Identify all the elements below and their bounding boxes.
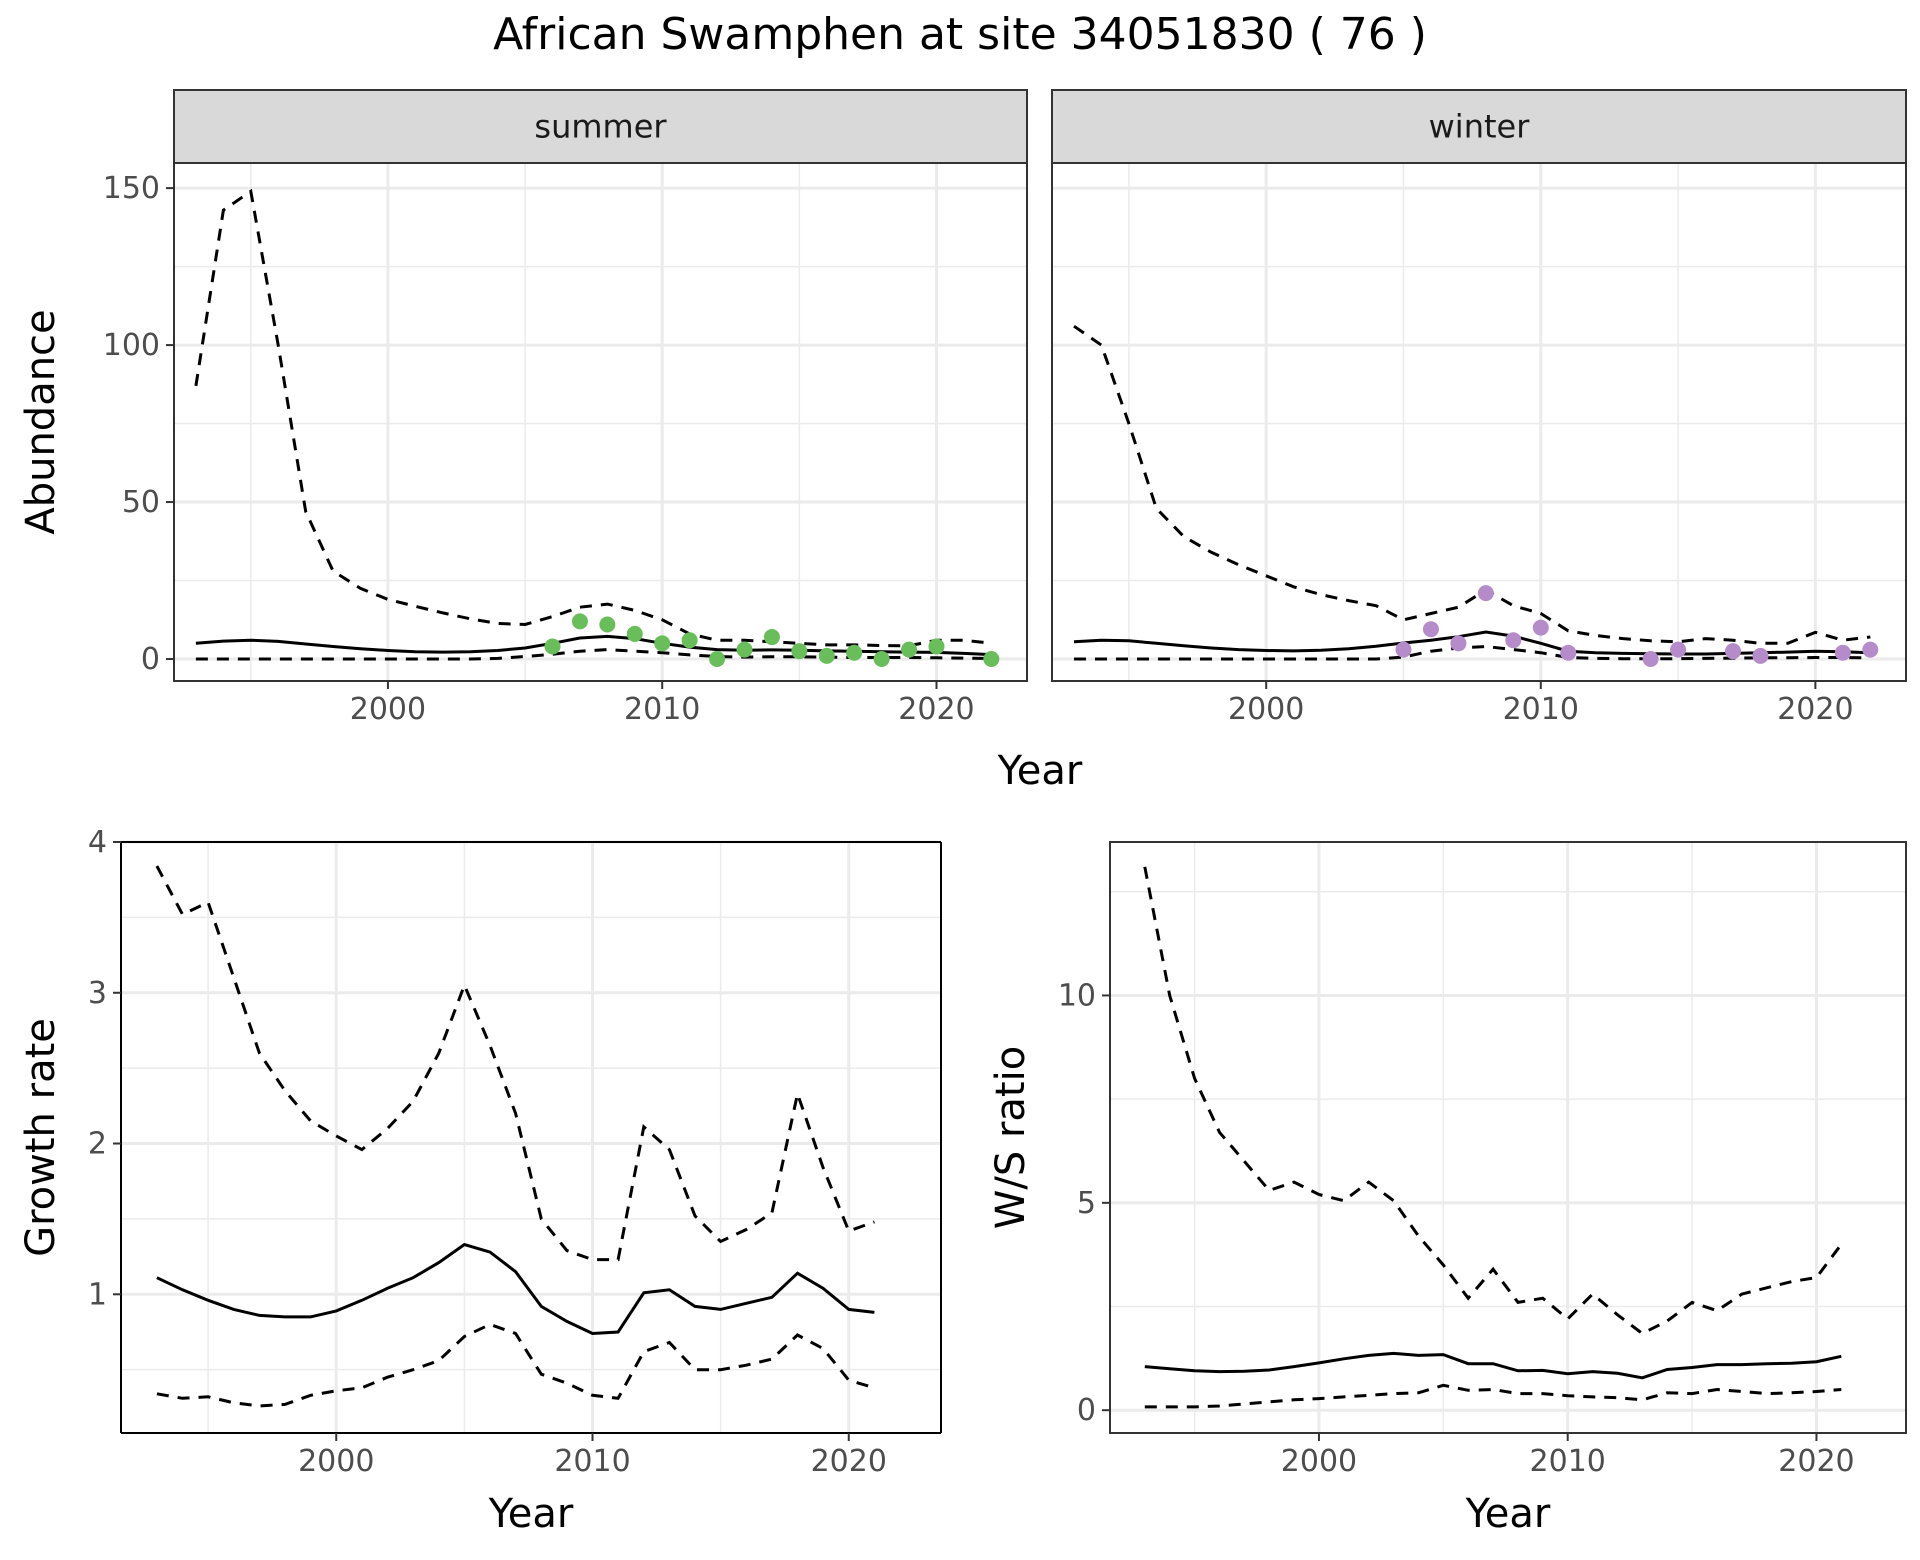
x-tick-label: 2020 xyxy=(1777,692,1853,727)
observed-point xyxy=(901,641,918,658)
observed-point xyxy=(1532,619,1549,636)
estimate-line xyxy=(1144,1351,1842,1380)
facet-strip-label: winter xyxy=(1429,108,1531,146)
observed-point xyxy=(1477,585,1494,602)
observed-point xyxy=(1862,641,1879,658)
observed-point xyxy=(571,613,588,630)
x-tick-label: 2010 xyxy=(624,692,700,727)
observed-point xyxy=(928,638,945,655)
observed-point xyxy=(1395,641,1412,658)
facet-strip xyxy=(1051,89,1907,164)
x-tick-label: 2010 xyxy=(554,1444,630,1479)
panel-border xyxy=(1051,162,1907,682)
observed-point xyxy=(709,651,726,668)
observed-point xyxy=(544,638,561,655)
observed-point xyxy=(1642,651,1659,668)
y-tick-label: 0 xyxy=(1077,1393,1096,1428)
panel-border xyxy=(1109,841,1907,1434)
panel-border xyxy=(173,162,1028,682)
observed-point xyxy=(1560,644,1577,661)
observed-point xyxy=(1422,621,1439,638)
upper-ci-line xyxy=(155,865,875,1262)
y-tick-label: 4 xyxy=(88,825,107,860)
observed-point xyxy=(626,625,643,642)
x-tick-label: 2000 xyxy=(1281,1444,1357,1479)
lower-ci-line xyxy=(195,648,992,661)
x-tick-label: 2020 xyxy=(898,692,974,727)
y-tick-label: 5 xyxy=(1077,1186,1096,1221)
observed-point xyxy=(873,651,890,668)
y-tick-label: 150 xyxy=(103,171,160,206)
x-axis-title: Year xyxy=(488,1491,574,1537)
upper-ci-line xyxy=(194,188,992,648)
y-tick-label: 1 xyxy=(88,1277,107,1312)
facet-strip xyxy=(173,89,1028,164)
observed-point xyxy=(1752,647,1769,664)
x-tick-label: 2000 xyxy=(1228,692,1304,727)
observed-point xyxy=(1670,641,1687,658)
observed-point xyxy=(1450,635,1467,652)
upper-ci-line xyxy=(1073,324,1871,645)
observed-point xyxy=(1505,632,1522,649)
x-tick-label: 2010 xyxy=(1530,1444,1606,1479)
observed-point xyxy=(654,635,671,652)
lower-ci-line xyxy=(1144,1383,1842,1409)
x-tick-label: 2000 xyxy=(298,1444,374,1479)
x-tick-label: 2020 xyxy=(811,1444,887,1479)
chart-title: African Swamphen at site 34051830 ( 76 ) xyxy=(493,9,1427,60)
y-tick-label: 2 xyxy=(88,1127,107,1162)
observed-point xyxy=(1725,643,1742,660)
observed-point xyxy=(846,644,863,661)
facet-strip-label: summer xyxy=(534,108,667,146)
y-tick-label: 10 xyxy=(1058,978,1096,1013)
x-tick-label: 2010 xyxy=(1503,692,1579,727)
y-axis-title: Growth rate xyxy=(18,1018,64,1257)
y-axis-title: W/S ratio xyxy=(988,1046,1034,1229)
lower-ci-line xyxy=(1074,644,1871,661)
observed-point xyxy=(736,641,753,658)
observed-point xyxy=(763,629,780,646)
y-tick-label: 0 xyxy=(141,642,160,677)
lower-ci-line xyxy=(156,1322,875,1408)
observed-point xyxy=(791,643,808,660)
y-tick-label: 50 xyxy=(122,485,160,520)
observed-point xyxy=(1834,644,1851,661)
y-tick-label: 100 xyxy=(103,328,160,363)
estimate-line xyxy=(156,1242,875,1336)
x-tick-label: 2020 xyxy=(1778,1444,1854,1479)
y-axis-title: Abundance xyxy=(18,309,64,534)
observed-point xyxy=(983,651,1000,668)
y-tick-label: 3 xyxy=(88,976,107,1011)
upper-ci-line xyxy=(1143,866,1843,1336)
top-x-axis-title: Year xyxy=(997,748,1083,794)
observed-point xyxy=(599,616,616,633)
observed-point xyxy=(681,632,698,649)
observed-point xyxy=(818,647,835,664)
x-axis-title: Year xyxy=(1465,1491,1551,1537)
x-tick-label: 2000 xyxy=(350,692,426,727)
